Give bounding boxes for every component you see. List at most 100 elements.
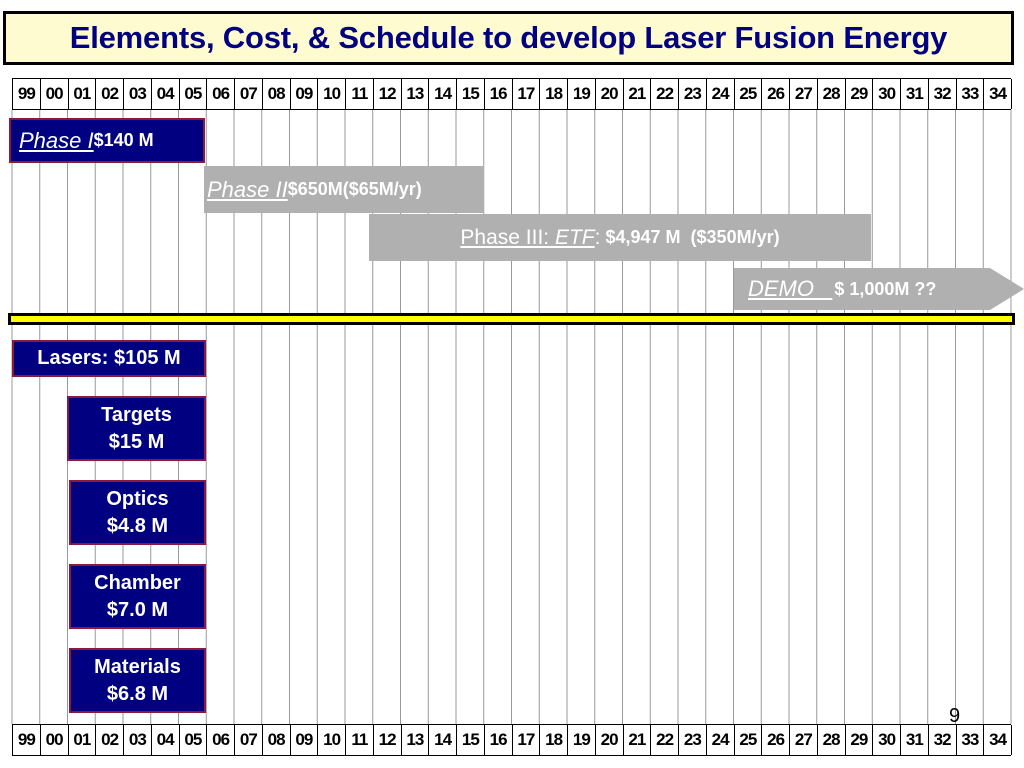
year-cell: 06: [207, 79, 235, 109]
year-cell: 18: [540, 79, 568, 109]
year-header-bottom: 99 00 01 02 03 04 05 06 07 08 09 10 11 12 13 14 15 16 17 18…: [12, 724, 1012, 756]
year-cell: 25: [735, 79, 763, 109]
element-chamber-cost: $7.0 M: [106, 598, 169, 621]
year-cell: 13: [402, 725, 430, 755]
year-cell: 33: [957, 725, 985, 755]
year-cell: 11: [346, 79, 374, 109]
phase-3-cost: $4,947 M ($350M/yr): [600, 227, 780, 247]
year-cell: 27: [790, 725, 818, 755]
year-cell: 30: [873, 79, 901, 109]
year-cell: 04: [152, 79, 180, 109]
year-cell: 19: [568, 725, 596, 755]
year-cell: 09: [291, 79, 319, 109]
page-number: 9: [949, 705, 961, 727]
element-materials-label: Materials: [94, 655, 181, 678]
element-chamber-label: Chamber: [94, 571, 181, 594]
year-cell: 09: [291, 725, 319, 755]
year-cell: 24: [707, 79, 735, 109]
demo-bar: DEMO $ 1,000M ??: [734, 268, 1024, 310]
slide-title: Elements, Cost, & Schedule to develop La…: [69, 20, 948, 55]
phase-1-name: Phase I: [19, 127, 94, 153]
year-cell: 32: [929, 79, 957, 109]
year-cell: 34: [984, 725, 1012, 755]
year-cell: 26: [762, 79, 790, 109]
year-cell: 27: [790, 79, 818, 109]
year-cell: 07: [235, 725, 263, 755]
phase-3-etf: ETF: [554, 225, 595, 249]
year-cell: 18: [540, 725, 568, 755]
year-cell: 02: [96, 725, 124, 755]
year-cell: 00: [41, 725, 69, 755]
element-lasers: Lasers: $105 M: [12, 340, 206, 377]
year-cell: 15: [457, 79, 485, 109]
element-chamber: Chamber $7.0 M: [69, 564, 206, 629]
element-optics: Optics $4.8 M: [69, 480, 206, 545]
year-cell: 16: [485, 79, 513, 109]
year-cell: 23: [679, 725, 707, 755]
year-cell: 20: [596, 725, 624, 755]
year-cell: 26: [762, 725, 790, 755]
year-cell: 21: [624, 725, 652, 755]
year-cell: 05: [180, 725, 208, 755]
year-cell: 12: [374, 79, 402, 109]
year-cell: 12: [374, 725, 402, 755]
element-targets-cost: $15 M: [108, 430, 165, 453]
year-cell: 21: [624, 79, 652, 109]
year-cell: 05: [180, 79, 208, 109]
year-cell: 02: [96, 79, 124, 109]
year-cell: 31: [901, 725, 929, 755]
year-cell: 31: [901, 79, 929, 109]
year-cell: 14: [429, 79, 457, 109]
year-header-top: 99 00 01 02 03 04 05 06 07 08 09 10 11 12 13 14 15 16 17 18…: [12, 78, 1012, 110]
year-cell: 13: [402, 79, 430, 109]
year-cell: 22: [651, 725, 679, 755]
year-cell: 07: [235, 79, 263, 109]
year-cell: 25: [735, 725, 763, 755]
year-cell: 99: [13, 725, 41, 755]
phase-2-name: Phase II: [207, 176, 288, 202]
phase-3-sep: :: [594, 225, 601, 249]
phase-3-bar: Phase III: ETF : $4,947 M ($350M/yr): [369, 214, 871, 261]
year-cell: 10: [318, 725, 346, 755]
year-cell: 03: [124, 725, 152, 755]
year-cell: 30: [873, 725, 901, 755]
section-divider: [8, 313, 1015, 325]
element-materials-cost: $6.8 M: [106, 682, 169, 705]
year-cell: 17: [513, 725, 541, 755]
demo-arrow-shape: [734, 268, 1024, 310]
phase-2-cost: $650M($65M/yr): [287, 179, 422, 199]
year-cell: 24: [707, 725, 735, 755]
phase-3-name: Phase III:: [460, 225, 550, 249]
element-optics-cost: $4.8 M: [106, 514, 169, 537]
year-cell: 01: [69, 725, 97, 755]
year-cell: 15: [457, 725, 485, 755]
year-cell: 22: [651, 79, 679, 109]
year-cell: 17: [513, 79, 541, 109]
year-cell: 28: [818, 725, 846, 755]
element-materials: Materials $6.8 M: [69, 648, 206, 713]
year-cell: 19: [568, 79, 596, 109]
year-cell: 16: [485, 725, 513, 755]
element-lasers-label: Lasers: $105 M: [37, 347, 181, 369]
year-cell: 28: [818, 79, 846, 109]
demo-name: DEMO: [748, 276, 833, 301]
year-cell: 20: [596, 79, 624, 109]
year-cell: 08: [263, 725, 291, 755]
phase-2-bar: Phase II $650M($65M/yr): [204, 166, 483, 213]
year-cell: 29: [846, 79, 874, 109]
element-targets: Targets $15 M: [67, 396, 206, 461]
demo-cost: $ 1,000M ??: [834, 278, 937, 299]
title-box: Elements, Cost, & Schedule to develop La…: [3, 11, 1014, 65]
year-cell: 06: [207, 725, 235, 755]
phase-1-bar: Phase I $140 M: [9, 118, 205, 163]
year-cell: 00: [41, 79, 69, 109]
year-cell: 29: [846, 725, 874, 755]
year-cell: 14: [429, 725, 457, 755]
year-cell: 04: [152, 725, 180, 755]
year-cell: 33: [957, 79, 985, 109]
year-cell: 32: [929, 725, 957, 755]
phase-1-cost: $140 M: [93, 130, 154, 150]
year-cell: 11: [346, 725, 374, 755]
element-targets-label: Targets: [101, 403, 172, 426]
year-cell: 03: [124, 79, 152, 109]
